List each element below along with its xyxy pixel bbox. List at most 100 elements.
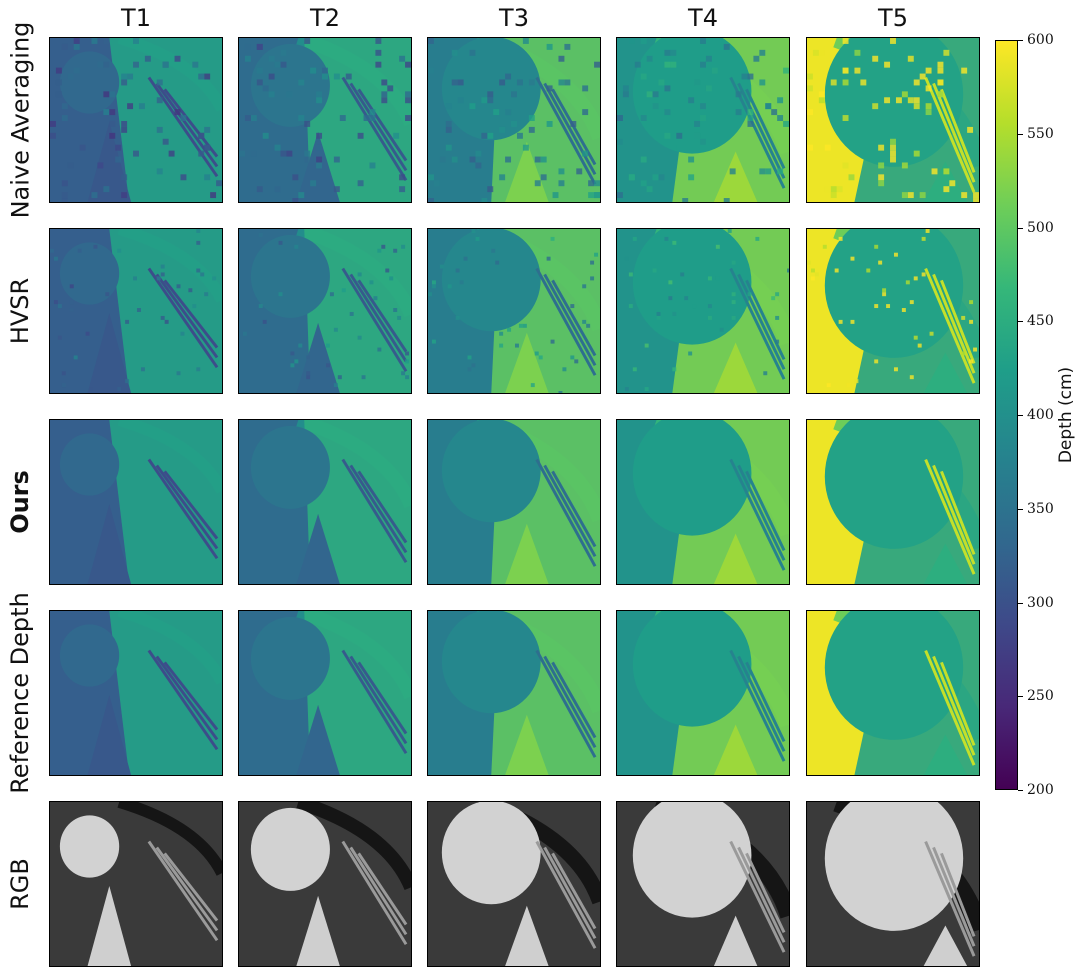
column-title: T5 [878, 4, 908, 32]
noise-block [961, 351, 966, 356]
noise-block [274, 144, 281, 151]
noise-block [711, 67, 718, 74]
noise-block [85, 331, 90, 336]
noise-block [895, 97, 902, 104]
noise-block [475, 236, 480, 241]
noise-block [562, 367, 567, 372]
noise-block [901, 162, 908, 169]
scene-head [250, 234, 330, 318]
noise-block [431, 280, 436, 285]
noise-block [61, 115, 68, 121]
noise-block [830, 192, 837, 199]
noise-block [731, 300, 736, 305]
noise-block [61, 192, 68, 199]
scene-stick [737, 82, 786, 179]
heatmap-panel [238, 801, 412, 967]
noise-block [967, 126, 974, 133]
noise-block [405, 115, 411, 121]
noise-block [455, 268, 460, 273]
scene-foreground [304, 38, 411, 202]
noise-block [55, 79, 62, 86]
colorbar-tick-label: 450 [1027, 313, 1054, 329]
scene-stick [745, 88, 786, 170]
noise-block [668, 296, 673, 301]
noise-block [268, 73, 275, 80]
noise-block [836, 186, 843, 193]
noise-block [103, 61, 110, 68]
noise-block [156, 126, 163, 133]
noise-block [322, 73, 328, 80]
noise-block [682, 198, 689, 202]
noise-block [670, 61, 677, 68]
noise-block [534, 180, 541, 187]
noise-block [306, 355, 311, 360]
scene-cone [923, 543, 968, 584]
noise-block [399, 55, 406, 62]
noise-block [469, 156, 476, 163]
noise-block [558, 79, 565, 86]
noise-block [570, 355, 575, 360]
noise-block [381, 79, 388, 86]
noise-block [656, 315, 661, 320]
scene-head [59, 624, 120, 687]
scene-stick [349, 82, 408, 172]
scene-stick [147, 840, 219, 942]
scene-stick [745, 279, 786, 361]
noise-block [814, 272, 819, 277]
noise-block [455, 315, 460, 320]
noise-block [144, 55, 151, 62]
noise-block [552, 192, 559, 199]
noise-block [505, 156, 512, 163]
scene-head [441, 802, 541, 905]
noise-block [304, 156, 311, 163]
heatmap-panel [806, 419, 980, 585]
noise-block [594, 180, 600, 187]
noise-block [763, 371, 768, 376]
noise-block [949, 180, 956, 187]
noise-block [445, 126, 452, 133]
noise-block [518, 323, 523, 328]
panel-image [50, 611, 222, 775]
scene-stick [357, 470, 408, 544]
noise-block [210, 192, 217, 199]
scene-stick [940, 88, 976, 173]
noise-block [735, 91, 742, 98]
noise-block [824, 186, 831, 193]
noise-block [121, 126, 128, 133]
noise-block [487, 132, 494, 139]
noise-block [664, 49, 671, 56]
noise-block [204, 73, 211, 80]
noise-block [534, 351, 539, 356]
noise-block [168, 150, 175, 157]
column-title: T1 [121, 4, 151, 32]
noise-block [121, 192, 128, 199]
noise-block [495, 260, 500, 265]
heatmap-panel [616, 419, 790, 585]
noise-block [109, 109, 116, 116]
noise-block [55, 91, 62, 98]
noise-block [907, 192, 914, 199]
noise-block [487, 97, 494, 104]
noise-block [399, 174, 406, 181]
noise-block [286, 91, 293, 98]
noise-block [775, 339, 780, 344]
noise-block [204, 292, 209, 297]
noise-block [884, 61, 891, 68]
noise-block [117, 387, 122, 392]
noise-block [594, 61, 600, 68]
noise-block [67, 162, 74, 169]
scene-cone [923, 352, 968, 393]
noise-block [373, 296, 378, 301]
noise-block [564, 79, 571, 86]
panel-image [50, 229, 222, 393]
noise-block [306, 371, 311, 376]
scene-stick [341, 458, 408, 564]
noise-block [731, 260, 736, 265]
panel-image [617, 611, 789, 775]
noise-block [298, 343, 303, 348]
noise-block [91, 192, 98, 199]
scene-foreground [109, 229, 222, 393]
noise-block [826, 383, 831, 388]
noise-block [337, 375, 342, 380]
noise-block [487, 91, 494, 98]
